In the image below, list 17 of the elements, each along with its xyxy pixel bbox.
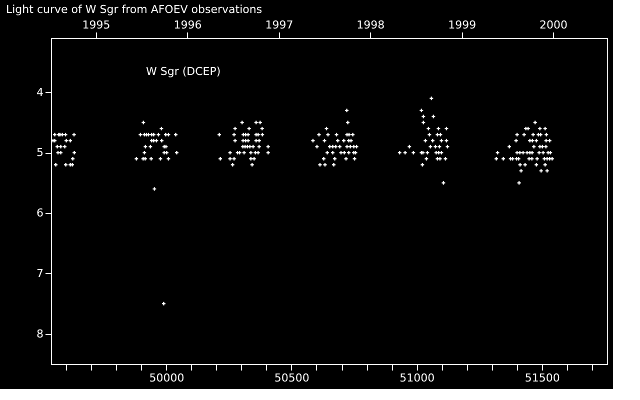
- y-tick-label: 6: [36, 206, 44, 220]
- y-tick-label: 8: [36, 327, 44, 340]
- x-tick-label: 51500: [524, 372, 560, 384]
- y-tick-label: 7: [36, 266, 44, 280]
- y-tick-label: 4: [36, 86, 44, 99]
- x2-tick-label: 1995: [82, 18, 110, 32]
- x2-tick-label: 2000: [540, 18, 568, 32]
- x2-tick-label: 1996: [174, 18, 202, 32]
- x-tick-label: 51000: [400, 372, 435, 384]
- annotation: W Sgr (DCEP): [146, 65, 221, 78]
- x-tick-label: 50500: [274, 372, 310, 384]
- x2-tick-label: 1997: [265, 18, 294, 32]
- y-tick-label: 5: [36, 146, 44, 160]
- x-tick-label: 50000: [149, 372, 184, 384]
- chart-title: Light curve of W Sgr from AFOEV observations: [6, 3, 262, 16]
- x2-tick-label: 1999: [448, 18, 476, 32]
- x2-tick-label: 1998: [356, 18, 385, 32]
